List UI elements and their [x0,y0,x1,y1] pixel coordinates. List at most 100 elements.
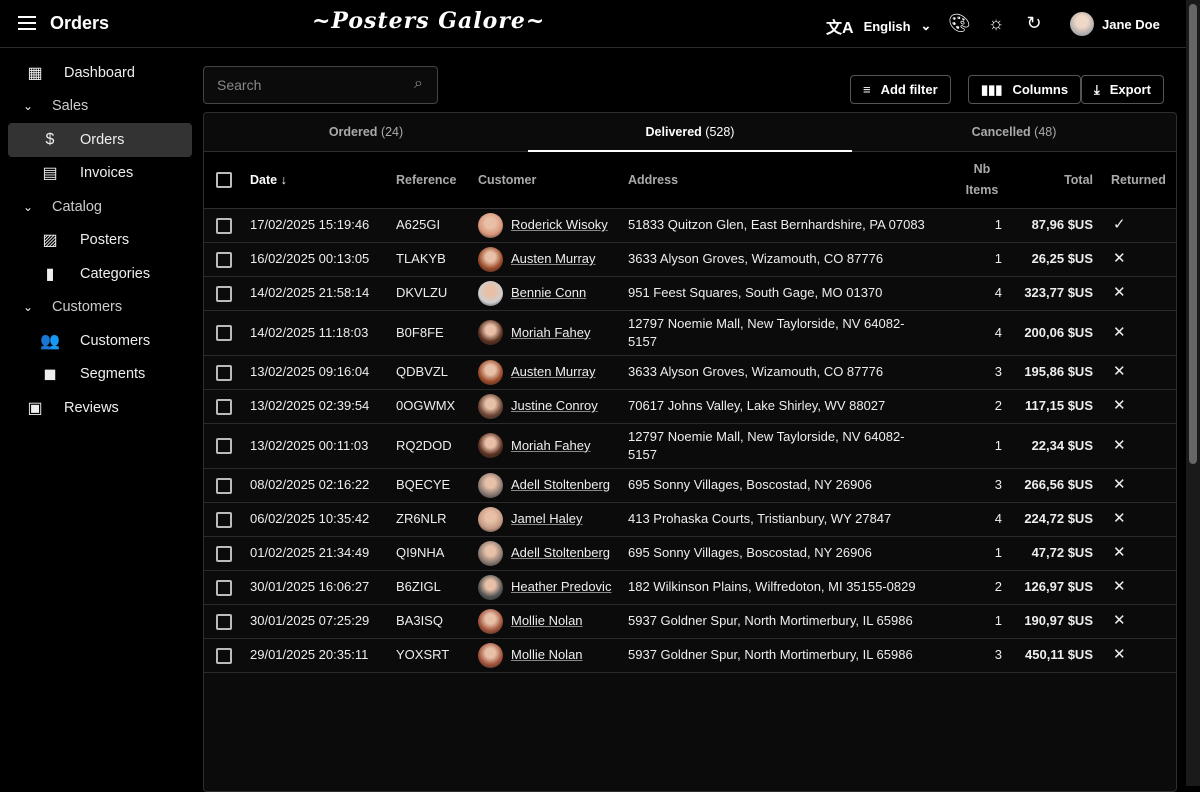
tab-cancelled[interactable]: Cancelled (48) [852,113,1176,151]
row-checkbox[interactable] [216,438,232,455]
row-checkbox[interactable] [216,217,232,234]
column-reference[interactable]: Reference [390,152,472,209]
palette-icon[interactable]: 🎨︎ [948,13,971,33]
add-filter-button[interactable]: ≡ Add filter [850,75,951,104]
table-row[interactable]: 16/02/2025 00:13:05 TLAKYB Austen Murray… [204,242,1176,277]
brightness-icon[interactable]: ☼ [987,13,1005,33]
table-row[interactable]: 17/02/2025 15:19:46 A625GI Roderick Wiso… [204,208,1176,243]
customer-link[interactable]: Justine Conroy [511,398,598,413]
customer-link[interactable]: Jamel Haley [511,511,583,526]
row-checkbox[interactable] [216,613,232,630]
table-row[interactable]: 08/02/2025 02:16:22 BQECYE Adell Stolten… [204,468,1176,503]
column-address[interactable]: Address [622,152,936,209]
order-total: 22,34 $US [1008,423,1099,469]
tab-delivered[interactable]: Delivered (528) [528,113,852,152]
language-selector[interactable]: 文A English ⌄ [826,14,931,38]
sidebar-item-categories[interactable]: ▮ Categories [0,257,200,291]
column-customer[interactable]: Customer [472,152,622,209]
row-checkbox[interactable] [216,477,232,494]
customer-link[interactable]: Adell Stoltenberg [511,545,611,560]
column-returned[interactable]: Returned [1099,152,1176,209]
customer-link[interactable]: Mollie Nolan [511,613,583,628]
chevron-down-icon: ⌄ [22,199,34,214]
table-row[interactable]: 06/02/2025 10:35:42 ZR6NLR Jamel Haley 4… [204,502,1176,537]
sidebar-item-label: Segments [80,366,146,383]
top-bar: Orders ~Posters Galore~ 文A English ⌄ 🎨︎ … [0,0,1186,48]
avatar [478,212,503,238]
row-checkbox[interactable] [216,285,232,302]
sidebar-item-orders[interactable]: $ Orders [8,123,192,157]
table-row[interactable]: 14/02/2025 11:18:03 B0F8FE Moriah Fahey … [204,310,1176,356]
order-date: 30/01/2025 07:25:29 [244,604,390,639]
close-icon: ✕ [1099,310,1176,356]
order-address: 51833 Quitzon Glen, East Bernhardshire, … [622,208,936,243]
row-checkbox[interactable] [216,251,232,268]
avatar [478,393,503,419]
scrollbar[interactable] [1186,0,1200,786]
table-row[interactable]: 29/01/2025 20:35:11 YOXSRT Mollie Nolan … [204,638,1176,673]
customer-link[interactable]: Austen Murray [511,251,596,266]
row-checkbox[interactable] [216,511,232,528]
columns-button[interactable]: ▮▮▮ Columns [968,75,1082,104]
search-field[interactable]: ⌕ [203,66,438,104]
row-checkbox[interactable] [216,325,232,342]
customer-link[interactable]: Moriah Fahey [511,324,591,340]
customer-link[interactable]: Adell Stoltenberg [511,477,611,492]
table-row[interactable]: 13/02/2025 00:11:03 RQ2DOD Moriah Fahey … [204,423,1176,469]
download-icon: ⤓ [1094,81,1100,97]
user-menu[interactable]: Jane Doe [1070,12,1160,36]
columns-label: Columns [1012,82,1069,97]
customer-link[interactable]: Mollie Nolan [511,647,583,662]
sidebar-item-posters[interactable]: ▨ Posters [0,224,200,258]
chevron-down-icon: ⌄ [22,300,34,315]
export-button[interactable]: ⤓ Export [1081,75,1164,104]
sidebar-item-dashboard[interactable]: ▦ Dashboard [0,56,200,90]
sidebar-item-label: Dashboard [64,64,135,81]
customer-link[interactable]: Heather Predovic [511,579,612,594]
refresh-icon[interactable]: ↻ [1026,13,1042,33]
order-address: 12797 Noemie Mall, New Taylorside, NV 64… [622,423,936,469]
dashboard-icon: ▦ [27,64,43,82]
nb-items: 2 [936,389,1008,424]
avatar [478,642,503,668]
column-total[interactable]: Total [1008,152,1099,209]
sidebar-item-invoices[interactable]: ▤ Invoices [0,157,200,191]
order-reference: QI9NHA [390,536,472,571]
avatar [478,540,503,566]
table-row[interactable]: 30/01/2025 16:06:27 B6ZIGL Heather Predo… [204,570,1176,605]
customer-link[interactable]: Austen Murray [511,364,596,379]
row-checkbox[interactable] [216,545,232,562]
row-checkbox[interactable] [216,398,232,415]
tab-count: (48) [1034,125,1057,139]
sidebar-item-reviews[interactable]: ▣ Reviews [0,391,200,425]
sidebar-item-customers[interactable]: ⌄ Customers [0,291,200,325]
customer-link[interactable]: Moriah Fahey [511,437,591,453]
row-checkbox[interactable] [216,647,232,664]
table-row[interactable]: 01/02/2025 21:34:49 QI9NHA Adell Stolten… [204,536,1176,571]
column-nb-items[interactable]: Nb Items [936,152,1008,209]
customer-link[interactable]: Bennie Conn [511,285,587,300]
chevron-down-icon: ⌄ [22,99,34,114]
sidebar-item-label: Orders [80,131,125,148]
row-checkbox[interactable] [216,364,232,381]
menu-icon[interactable] [18,16,36,30]
column-date[interactable]: Date ↓ [244,152,390,209]
search-input[interactable] [204,67,394,103]
sidebar-item-sales[interactable]: ⌄ Sales [0,90,200,124]
select-all-checkbox[interactable] [216,171,232,188]
row-checkbox[interactable] [216,579,232,596]
table-row[interactable]: 13/02/2025 02:39:54 0OGWMX Justine Conro… [204,389,1176,424]
customer-link[interactable]: Roderick Wisoky [511,217,608,232]
table-row[interactable]: 30/01/2025 07:25:29 BA3ISQ Mollie Nolan … [204,604,1176,639]
nb-items: 1 [936,604,1008,639]
order-reference: TLAKYB [390,242,472,277]
sidebar-item-catalog[interactable]: ⌄ Catalog [0,190,200,224]
table-row[interactable]: 14/02/2025 21:58:14 DKVLZU Bennie Conn 9… [204,276,1176,311]
tab-ordered[interactable]: Ordered (24) [204,113,528,151]
order-address: 182 Wilkinson Plains, Wilfredoton, MI 35… [622,570,936,605]
sidebar-item-segments[interactable]: ◼ Segments [0,358,200,392]
sidebar-item-customers[interactable]: 👥 Customers [0,324,200,358]
label-icon: ◼ [43,366,57,384]
table-row[interactable]: 13/02/2025 09:16:04 QDBVZL Austen Murray… [204,355,1176,390]
logo: ~Posters Galore~ [312,8,546,34]
